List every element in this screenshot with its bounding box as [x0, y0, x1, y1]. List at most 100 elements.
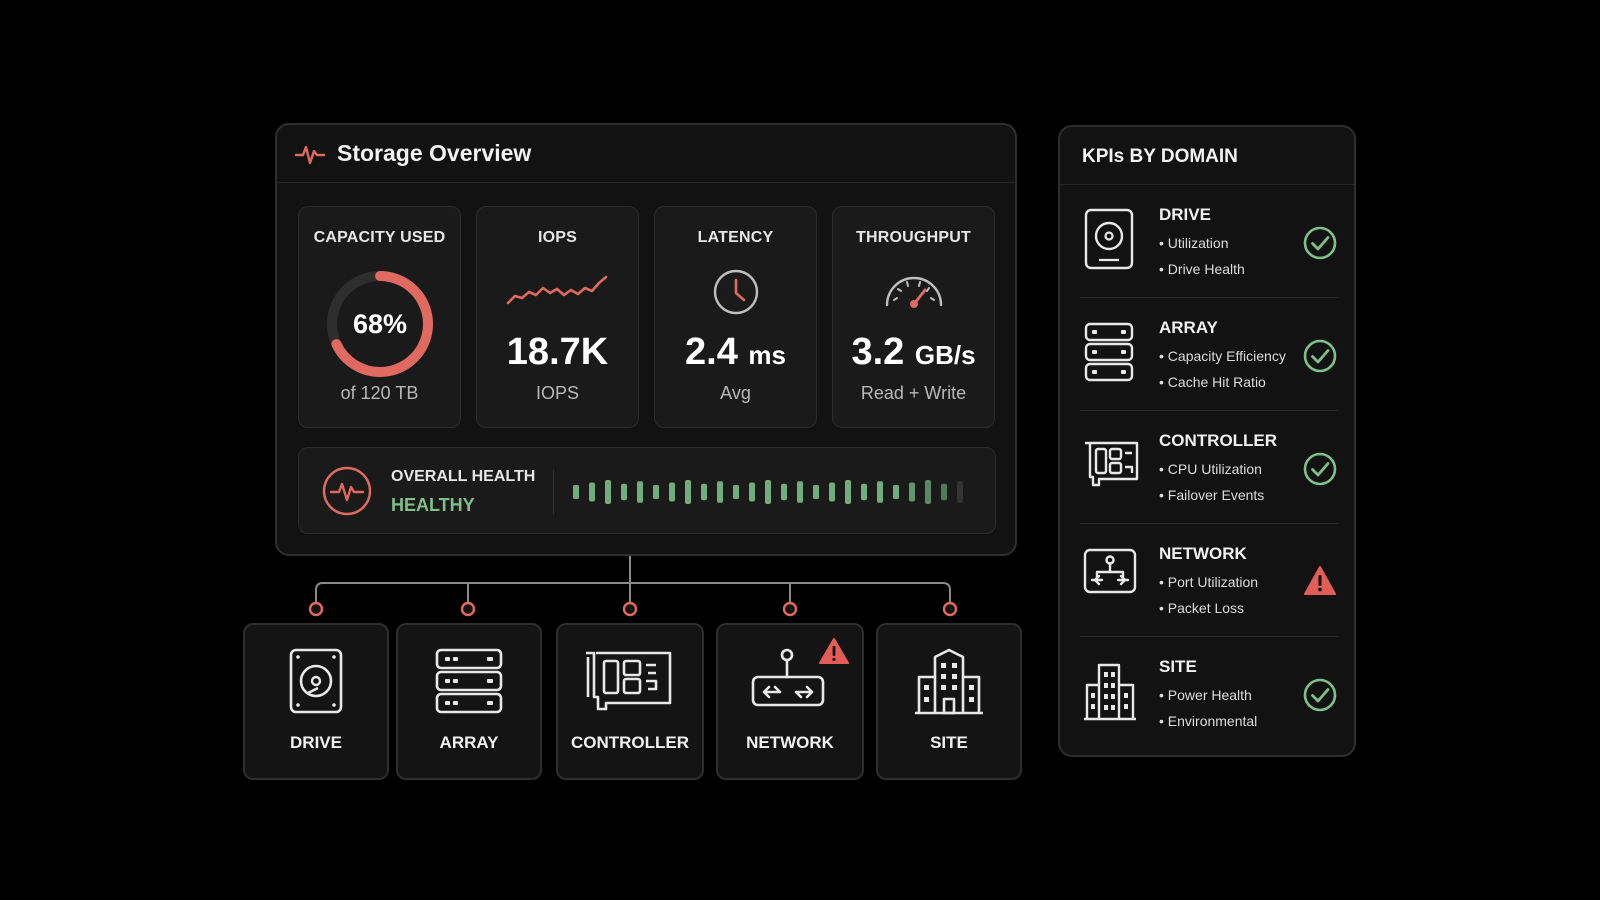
latency-card[interactable]: LATENCY 2.4 ms Avg [654, 206, 817, 428]
kpi-row-controller[interactable]: CONTROLLER • CPU Utilization • Failover … [1080, 411, 1338, 524]
health-bar [685, 480, 691, 504]
iops-sub: IOPS [535, 383, 579, 403]
clock-icon [713, 269, 758, 315]
controller-icon [1085, 441, 1139, 487]
connector-node [308, 601, 324, 617]
kpi-domain-name: NETWORK [1159, 544, 1247, 563]
building-icon [1084, 663, 1136, 721]
health-bar [957, 481, 963, 503]
health-bar [813, 485, 819, 499]
overview-header: Storage Overview [277, 125, 1015, 183]
storage-overview-panel: Storage Overview CAPACITY USED 68% of 12… [275, 123, 1017, 556]
health-pulse-icon [322, 466, 372, 516]
health-bar [605, 480, 611, 504]
health-bar [797, 481, 803, 503]
health-bar [669, 482, 675, 502]
kpi-item: • Power Health [1159, 687, 1252, 703]
throughput-card[interactable]: THROUGHPUT 3.2 GB/s Read + Write [832, 206, 995, 428]
health-bar [941, 483, 947, 501]
gauge-icon [885, 276, 942, 308]
kpi-row-network[interactable]: NETWORK • Port Utilization • Packet Loss [1080, 524, 1338, 637]
controller-icon [586, 651, 672, 711]
drive-icon [1084, 208, 1134, 270]
health-status: HEALTHY [391, 495, 475, 515]
kpi-item: • Environmental [1159, 713, 1258, 729]
kpi-domain-name: CONTROLLER [1159, 431, 1278, 450]
capacity-card[interactable]: CAPACITY USED 68% of 120 TB [298, 206, 461, 428]
kpi-row-array[interactable]: ARRAY • Capacity Efficiency • Cache Hit … [1080, 298, 1338, 411]
kpi-item: • Drive Health [1159, 261, 1245, 277]
kpi-item: • Capacity Efficiency [1159, 348, 1286, 364]
kpi-item: • Packet Loss [1159, 600, 1245, 616]
health-bar [925, 480, 931, 504]
health-bar [909, 482, 915, 502]
health-activity-bars [573, 480, 963, 504]
kpi-item: • Cache Hit Ratio [1159, 374, 1266, 390]
device-tile-array[interactable]: ARRAY [396, 623, 542, 780]
iops-label: IOPS [537, 229, 578, 246]
network-icon [751, 648, 825, 707]
kpi-item: • CPU Utilization [1159, 461, 1262, 477]
kpi-item: • Utilization [1159, 235, 1229, 251]
health-bar [733, 485, 739, 499]
health-bar [893, 485, 899, 499]
connector-node [622, 601, 638, 617]
kpi-domain-name: ARRAY [1159, 318, 1218, 337]
health-bar [845, 480, 851, 504]
health-bar [573, 485, 579, 499]
latency-label: LATENCY [697, 229, 774, 246]
health-bar [717, 481, 723, 503]
kpi-item: • Failover Events [1159, 487, 1265, 503]
pulse-icon [295, 145, 325, 164]
capacity-ring: 68% [326, 271, 433, 377]
health-bar [749, 482, 755, 502]
device-tile-site[interactable]: SITE [876, 623, 1022, 780]
capacity-label: CAPACITY USED [313, 229, 446, 246]
health-bar [589, 482, 595, 502]
kpi-item: • Port Utilization [1159, 574, 1259, 590]
array-icon [1084, 322, 1134, 382]
health-divider [553, 470, 554, 514]
overview-title: Storage Overview [337, 140, 532, 166]
health-bar [781, 483, 787, 501]
health-bar [653, 485, 659, 499]
device-label: ARRAY [439, 733, 499, 752]
device-tile-drive[interactable]: DRIVE [243, 623, 389, 780]
device-label: NETWORK [746, 733, 834, 752]
throughput-sub: Read + Write [860, 383, 967, 403]
warning-icon [1304, 566, 1336, 595]
sparkline-icon [506, 275, 607, 305]
device-tile-network[interactable]: NETWORK [716, 623, 864, 780]
check-circle-icon [1303, 339, 1337, 373]
throughput-label: THROUGHPUT [856, 229, 971, 246]
latency-value: 2.4 ms [685, 331, 786, 373]
connector-node [942, 601, 958, 617]
kpi-row-site[interactable]: SITE • Power Health • Environmental [1080, 637, 1338, 750]
health-label: OVERALL HEALTH [391, 468, 536, 485]
kpi-row-drive[interactable]: DRIVE • Utilization • Drive Health [1080, 185, 1338, 298]
connector-node [782, 601, 798, 617]
health-bar [861, 483, 867, 501]
connector-node [460, 601, 476, 617]
device-label: SITE [930, 733, 968, 752]
overall-health-bar[interactable]: OVERALL HEALTH HEALTHY [298, 447, 996, 534]
check-circle-icon [1303, 678, 1337, 712]
building-icon [915, 648, 983, 715]
device-label: CONTROLLER [570, 733, 690, 752]
iops-card[interactable]: IOPS 18.7K IOPS [476, 206, 639, 428]
warning-icon [819, 638, 849, 664]
array-icon [435, 648, 503, 714]
throughput-value: 3.2 GB/s [851, 331, 976, 373]
drive-icon [289, 648, 343, 714]
check-circle-icon [1303, 452, 1337, 486]
device-label: DRIVE [290, 733, 342, 752]
kpi-title: KPIs BY DOMAIN [1060, 127, 1354, 185]
kpi-domain-name: DRIVE [1159, 205, 1211, 224]
health-bar [701, 483, 707, 501]
latency-sub: Avg [720, 383, 751, 403]
health-bar [621, 483, 627, 501]
kpis-by-domain-panel: KPIs BY DOMAIN DRIVE • Utilization • Dri… [1058, 125, 1356, 757]
device-tile-controller[interactable]: CONTROLLER [556, 623, 704, 780]
kpi-domain-name: SITE [1159, 657, 1197, 676]
